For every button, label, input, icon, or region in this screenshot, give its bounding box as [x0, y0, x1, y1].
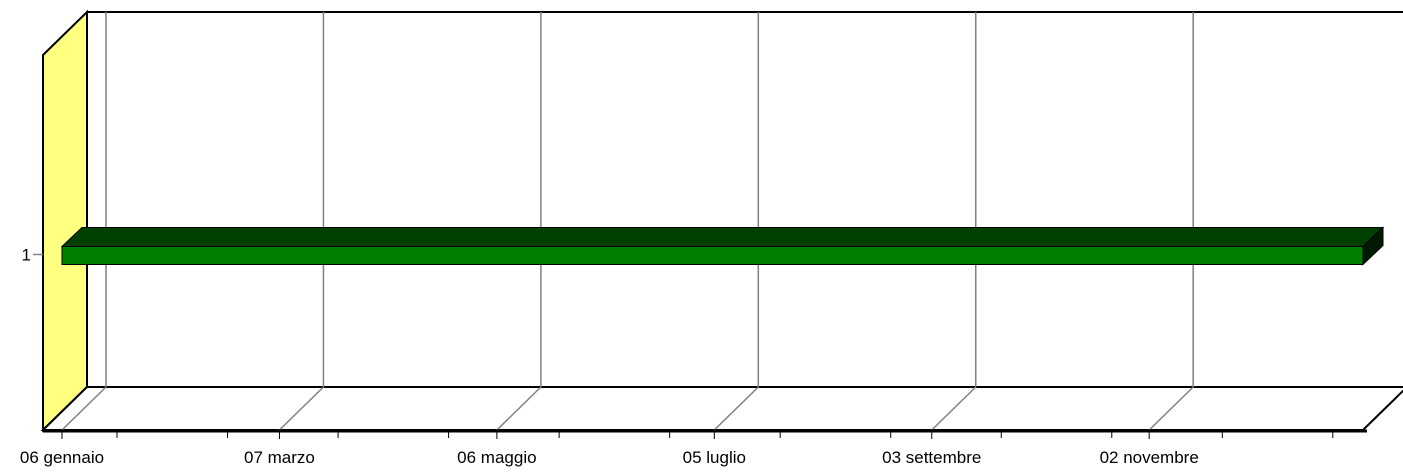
x-tick-label: 06 maggio — [457, 448, 536, 467]
chart-walls — [40, 9, 1403, 433]
y-axis-labels: 1 — [22, 246, 43, 265]
x-tick-label: 02 novembre — [1100, 448, 1199, 467]
x-axis-labels: 06 gennaio 07 marzo 06 maggio 05 luglio 03 s… — [20, 448, 1199, 467]
gridline-0 — [61, 12, 107, 431]
gridline-floor — [931, 386, 977, 431]
gridline-3 — [713, 12, 760, 431]
bars — [60, 226, 1385, 266]
bar-front-face — [61, 246, 1364, 265]
gridline-floor — [496, 386, 542, 431]
x-tick-label: 07 marzo — [244, 448, 315, 467]
bar — [60, 226, 1385, 266]
back-wall — [86, 11, 1403, 388]
x-tick-label: 06 gennaio — [20, 448, 104, 467]
gridline-2 — [496, 12, 542, 431]
gridline-floor — [1148, 386, 1194, 431]
gridline-floor — [278, 386, 324, 431]
gridline-floor — [713, 386, 759, 431]
gridline-4 — [931, 12, 977, 431]
gridline-1 — [278, 12, 325, 431]
gridline-floor — [61, 386, 107, 431]
gridline-5 — [1148, 12, 1194, 431]
side-wall — [42, 9, 88, 433]
x-tick-label: 03 settembre — [882, 448, 981, 467]
floor — [40, 386, 1403, 431]
x-axis-ticks — [61, 431, 1334, 439]
y-tick-label: 1 — [22, 246, 31, 265]
gridlines — [61, 12, 1194, 431]
x-tick-label: 05 luglio — [683, 448, 746, 467]
bar-top-face — [60, 227, 1385, 247]
